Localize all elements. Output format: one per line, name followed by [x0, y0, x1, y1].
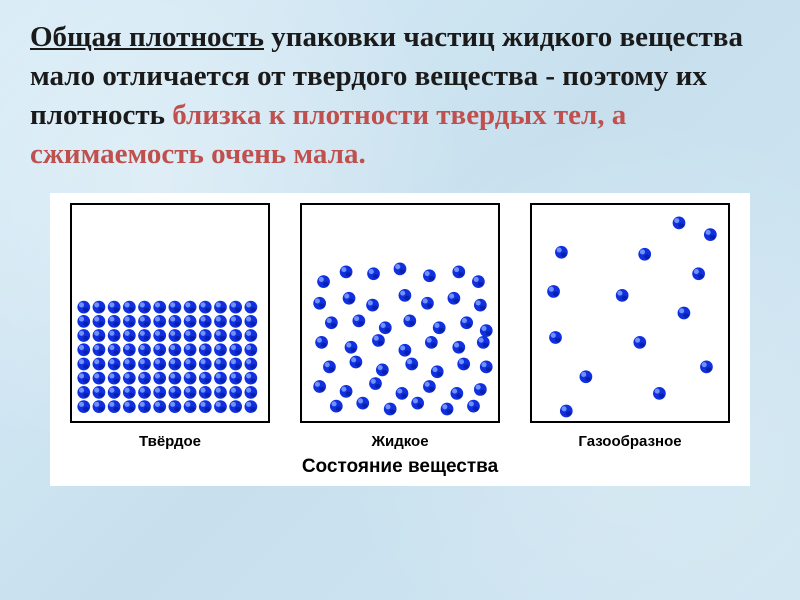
particles-gas: [532, 205, 728, 421]
main-paragraph: Общая плотность упаковки частиц жидкого …: [30, 18, 770, 175]
label-gas: Газообразное: [530, 433, 730, 450]
label-liquid: Жидкое: [300, 433, 500, 450]
panel-solid: [70, 203, 270, 423]
panel-gas: [530, 203, 730, 423]
particles-solid: [72, 205, 268, 421]
particles-liquid: [302, 205, 498, 421]
diagram-caption: Состояние вещества: [70, 456, 730, 478]
text-underlined: Общая плотность: [30, 21, 264, 53]
panel-liquid: [300, 203, 500, 423]
label-solid: Твёрдое: [70, 433, 270, 450]
states-diagram: Твёрдое Жидкое Газообразное Состояние ве…: [50, 193, 750, 486]
